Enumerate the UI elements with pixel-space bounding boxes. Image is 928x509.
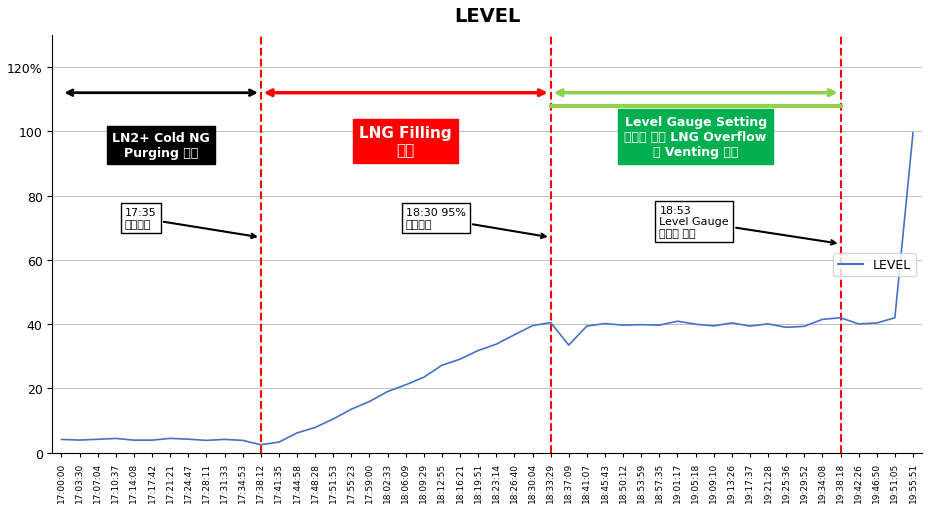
LEVEL bbox=[381, 389, 393, 395]
LEVEL bbox=[454, 356, 465, 362]
LEVEL bbox=[743, 323, 754, 329]
LEVEL bbox=[599, 321, 610, 327]
LEVEL bbox=[653, 323, 664, 329]
LEVEL bbox=[562, 343, 574, 349]
Text: Level Gauge Setting
오류로 인한 LNG Overflow
및 Venting 구간: Level Gauge Setting 오류로 인한 LNG Overflow … bbox=[624, 116, 766, 159]
LEVEL bbox=[870, 320, 882, 326]
LEVEL bbox=[545, 320, 556, 326]
LEVEL bbox=[237, 437, 248, 443]
LEVEL bbox=[816, 317, 827, 323]
LEVEL bbox=[888, 315, 899, 321]
Text: LNG Filling
구간: LNG Filling 구간 bbox=[359, 126, 452, 158]
LEVEL bbox=[92, 436, 103, 442]
LEVEL bbox=[147, 437, 158, 443]
Text: 17:35
출전시작: 17:35 출전시작 bbox=[124, 208, 255, 239]
LEVEL bbox=[907, 131, 918, 137]
LEVEL bbox=[617, 323, 628, 329]
LEVEL bbox=[56, 437, 67, 443]
Line: LEVEL: LEVEL bbox=[61, 134, 912, 445]
LEVEL bbox=[526, 323, 537, 329]
LEVEL bbox=[164, 436, 175, 442]
LEVEL bbox=[255, 442, 266, 448]
LEVEL bbox=[418, 375, 429, 381]
Title: LEVEL: LEVEL bbox=[454, 7, 520, 26]
LEVEL bbox=[690, 322, 701, 328]
LEVEL bbox=[834, 315, 845, 321]
LEVEL bbox=[707, 323, 718, 329]
Legend: LEVEL: LEVEL bbox=[831, 253, 915, 277]
LEVEL bbox=[291, 430, 303, 436]
LEVEL bbox=[219, 437, 230, 443]
LEVEL bbox=[509, 332, 520, 338]
LEVEL bbox=[183, 436, 194, 442]
Text: 18:53
Level Gauge
재조정 시점: 18:53 Level Gauge 재조정 시점 bbox=[659, 205, 834, 245]
LEVEL bbox=[110, 436, 122, 442]
LEVEL bbox=[671, 319, 682, 325]
LEVEL bbox=[490, 342, 501, 348]
LEVEL bbox=[762, 321, 773, 327]
LEVEL bbox=[364, 399, 375, 405]
LEVEL bbox=[436, 362, 447, 369]
LEVEL bbox=[400, 382, 411, 388]
LEVEL bbox=[798, 324, 809, 330]
LEVEL bbox=[128, 437, 139, 443]
LEVEL bbox=[345, 406, 356, 412]
LEVEL bbox=[581, 323, 592, 329]
Text: 18:30 95%
출전완료: 18:30 95% 출전완료 bbox=[406, 208, 545, 239]
LEVEL bbox=[200, 437, 212, 443]
LEVEL bbox=[74, 437, 85, 443]
LEVEL bbox=[328, 416, 339, 422]
LEVEL bbox=[635, 322, 646, 328]
Text: LN2+ Cold NG
Purging 구간: LN2+ Cold NG Purging 구간 bbox=[112, 132, 210, 160]
LEVEL bbox=[852, 321, 863, 327]
LEVEL bbox=[472, 348, 483, 354]
LEVEL bbox=[780, 325, 791, 331]
LEVEL bbox=[309, 425, 320, 431]
LEVEL bbox=[726, 320, 737, 326]
LEVEL bbox=[273, 439, 284, 445]
